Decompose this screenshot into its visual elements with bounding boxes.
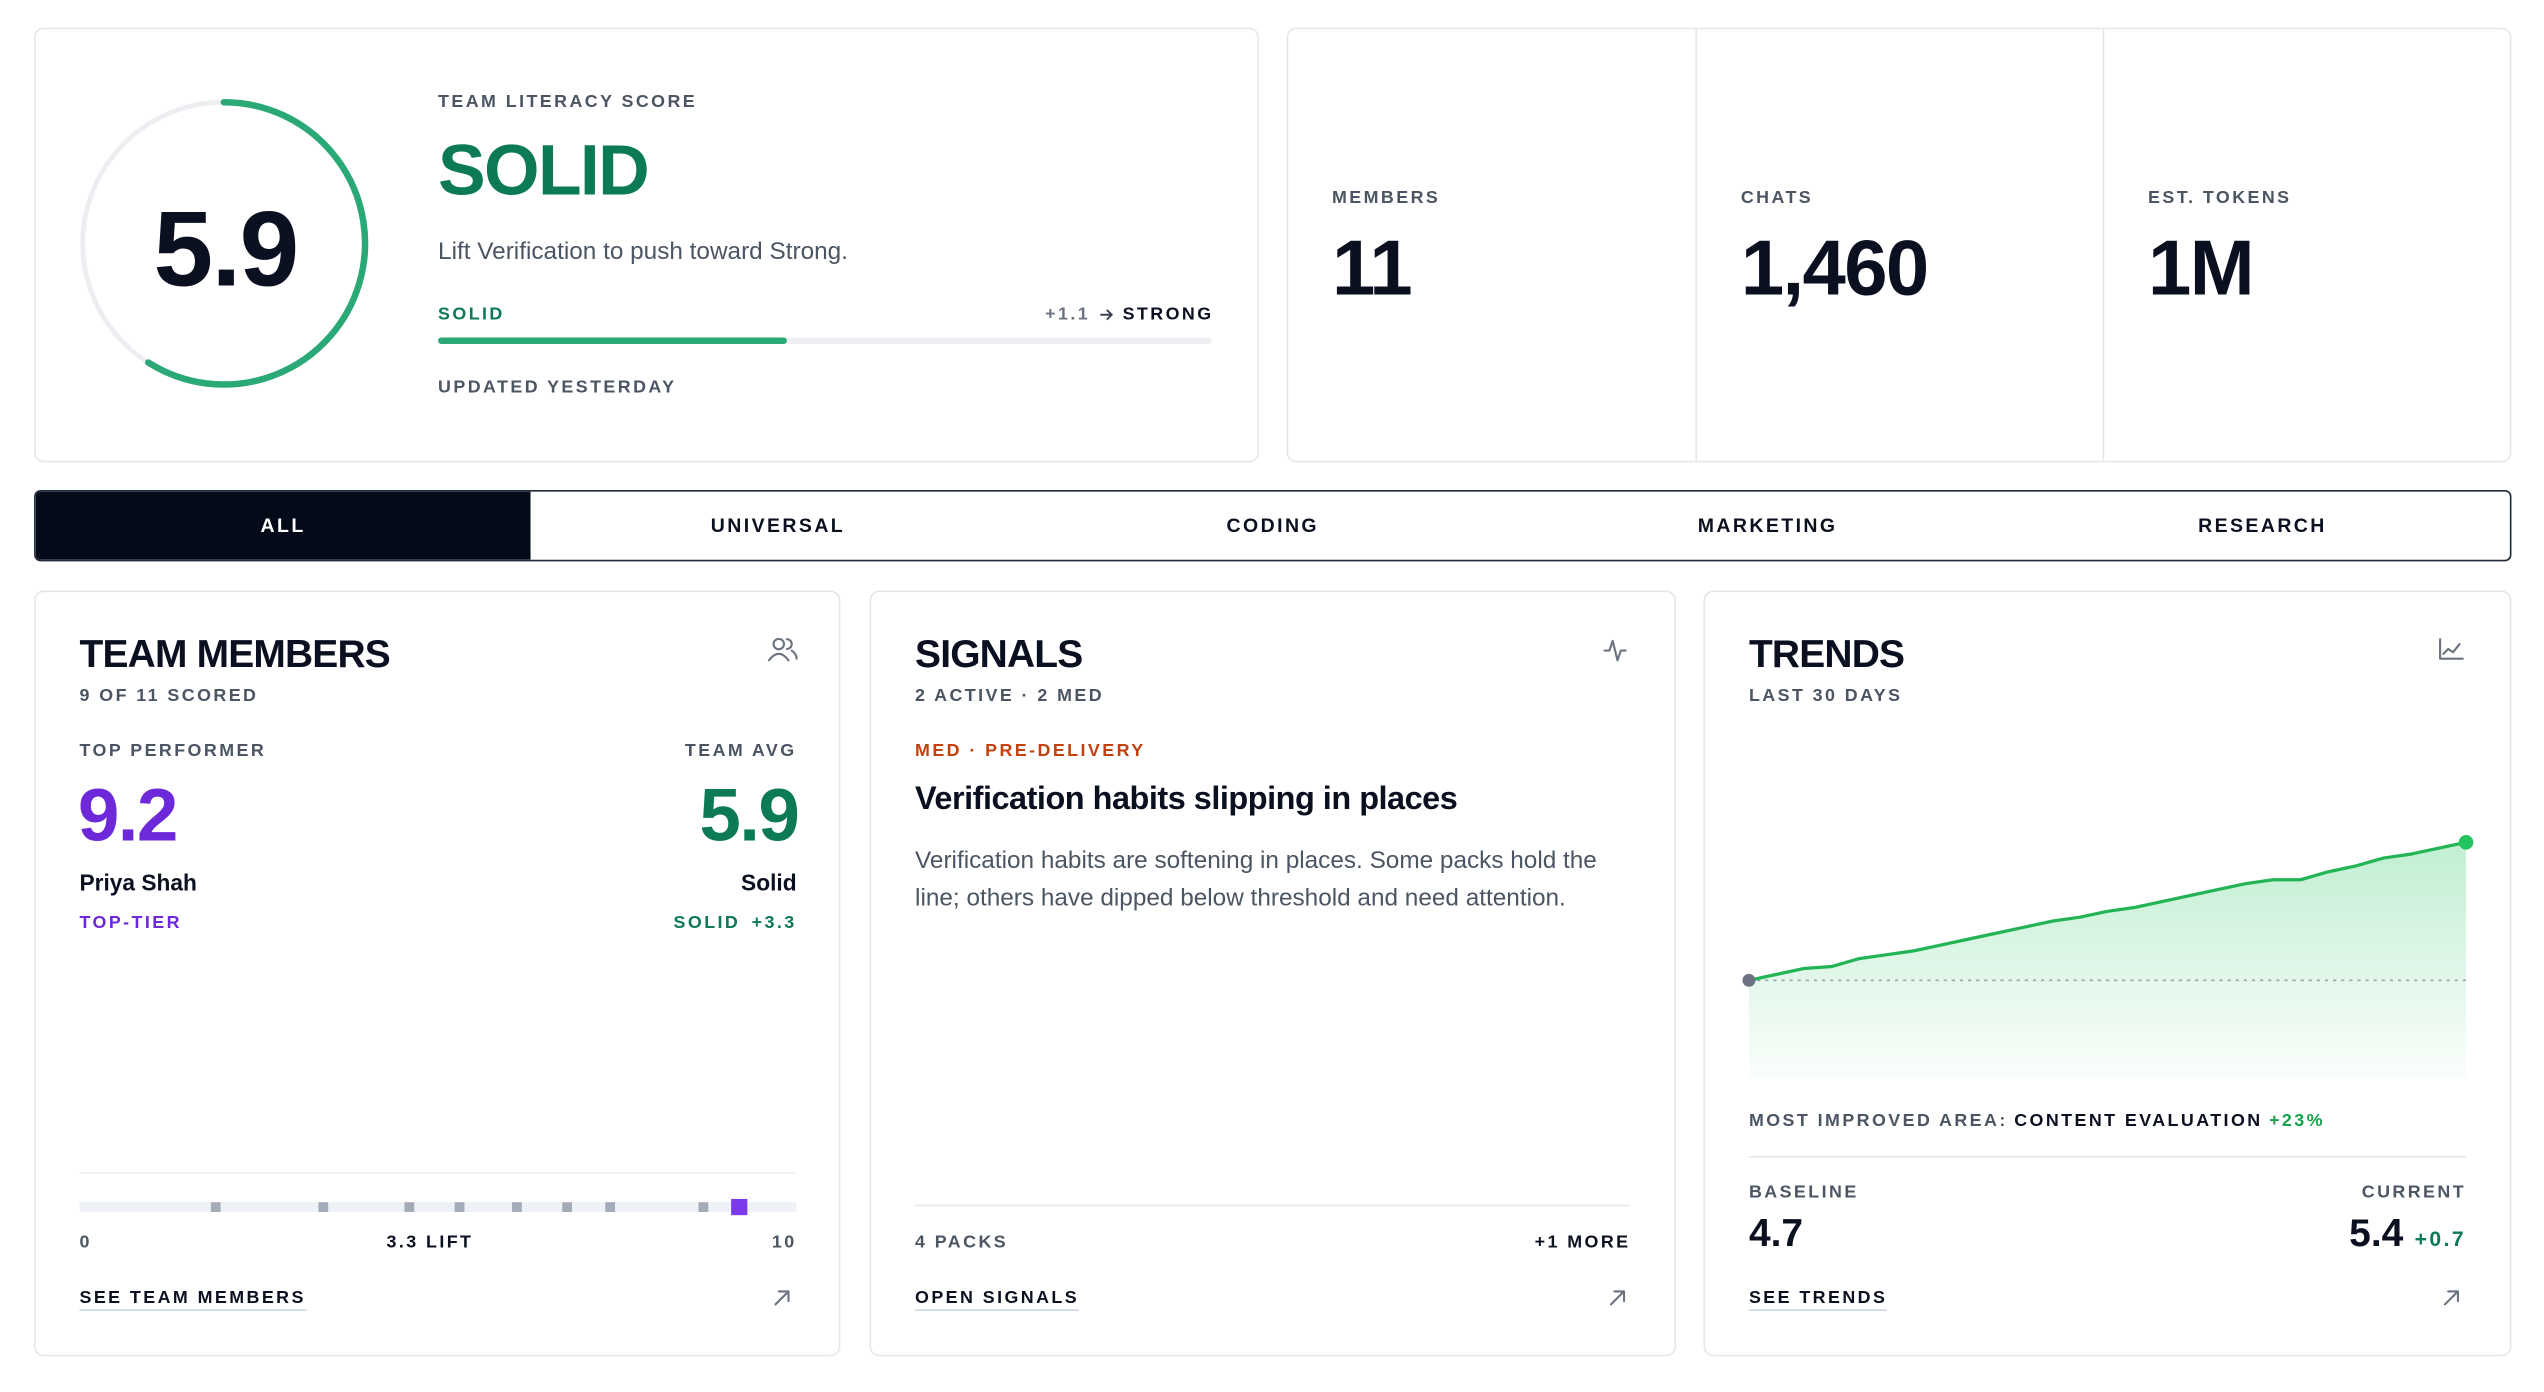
link[interactable]: SEE TEAM MEMBERS [79,1288,306,1311]
score-dot [562,1202,572,1212]
trend-line [1748,840,2467,982]
avg-lift: +3.3 [751,913,797,933]
team-card [34,590,841,1357]
progress-current: SOLID [438,305,505,325]
score-dot [318,1202,329,1212]
avg-level: Solid [741,869,797,896]
tab[interactable]: UNIVERSAL [710,514,846,538]
top-score: 9.2 [77,772,179,857]
score-dot [605,1202,616,1212]
progress-gap: +1.1 [1045,305,1091,325]
scale-min: 0 [79,1233,92,1253]
current-label: CURRENT [2361,1182,2467,1203]
avg-score: 5.9 [699,772,800,857]
score-label: TEAM LITERACY SCORE [438,92,698,112]
top-label: TOP PERFORMER [79,741,267,761]
current: 5.4 +0.7 [2349,1212,2466,1257]
score-dot [454,1202,465,1212]
current-change: +0.7 [2414,1226,2467,1251]
avg-tag: SOLID +3.3 [674,913,797,932]
top-tier: TOP-TIER [79,913,182,933]
score-dot [512,1202,522,1212]
baseline-label: BASELINE [1748,1182,1859,1203]
stat-value: 1,460 [1740,226,1929,313]
tab[interactable]: MARKETING [1697,514,1838,538]
arrow-icon [2443,1290,2459,1306]
score-level: SOLID [438,131,650,211]
top-score-dot [731,1198,748,1216]
score-dot [404,1202,415,1212]
most-improved: MOST IMPROVED AREA: CONTENT EVALUATION +… [1749,1111,2325,1130]
card-title: SIGNALS [915,632,1083,677]
stat-value: 1M [2148,226,2255,313]
card-subtitle: 2 ACTIVE · 2 MED [915,686,1105,706]
signals-card [869,590,1676,1357]
stats-card [1286,27,2512,463]
avg-tag-level: SOLID [673,913,741,933]
more: +1 MORE [1534,1233,1631,1253]
avg-label: TEAM AVG [684,741,797,761]
tab[interactable]: RESEARCH [2198,514,2327,538]
progress-target: STRONG [1122,305,1214,325]
score-message: Lift Verification to push toward Strong. [438,237,848,266]
score-value: 5.9 [153,188,300,309]
packs: 4 PACKS [915,1233,1009,1253]
divider [1695,29,1698,461]
progress-fill [438,337,787,344]
trend-area [1748,842,2467,1079]
score-dot [698,1202,709,1212]
score-ring [145,98,369,388]
end-point [2458,834,2474,850]
scale-caption: 3.3 LIFT [386,1233,474,1253]
stat-label: CHATS [1740,188,1814,208]
signal-tag: MED · PRE-DELIVERY [915,741,1146,761]
link[interactable]: SEE TRENDS [1748,1288,1888,1311]
divider [2102,29,2105,461]
tab-bar: ALL UNIVERSAL CODING MARKETING RESEARCH [34,489,2512,562]
arrow-icon [1099,309,1113,321]
card-title: TEAM MEMBERS [79,632,390,677]
improved-area: CONTENT EVALUATION [2014,1111,2263,1131]
scale-max: 10 [771,1233,797,1253]
link[interactable]: OPEN SIGNALS [915,1288,1080,1311]
current-value: 5.4 [2349,1211,2404,1256]
score-dot [210,1202,221,1212]
tab[interactable]: ALL [35,491,531,560]
improved-change: +23% [2269,1111,2325,1131]
progress-next: +1.1 STRONG [1045,305,1213,324]
users-icon [767,637,798,662]
stat-label: EST. TOKENS [2148,188,2292,208]
start-point [1742,973,1756,987]
score-strip [79,1202,797,1212]
updated: UPDATED YESTERDAY [438,378,677,398]
stat-value: 11 [1331,226,1413,313]
improved-label: MOST IMPROVED AREA: [1748,1111,2008,1131]
card-subtitle: LAST 30 DAYS [1748,686,1903,706]
card-title: TRENDS [1748,632,1905,677]
signal-headline: Verification habits slipping in places [915,781,1458,817]
top-name: Priya Shah [79,869,197,896]
pulse-icon [1603,639,1627,662]
tab[interactable]: CODING [1226,514,1320,538]
card-subtitle: 9 OF 11 SCORED [79,686,259,706]
baseline-value: 4.7 [1748,1211,1804,1256]
arrow-icon [1609,1290,1626,1306]
signal-body: Verification habits are softening in pla… [915,846,1597,912]
arrow-icon [774,1290,790,1306]
chart-icon [2439,638,2464,660]
stat-label: MEMBERS [1331,188,1441,208]
